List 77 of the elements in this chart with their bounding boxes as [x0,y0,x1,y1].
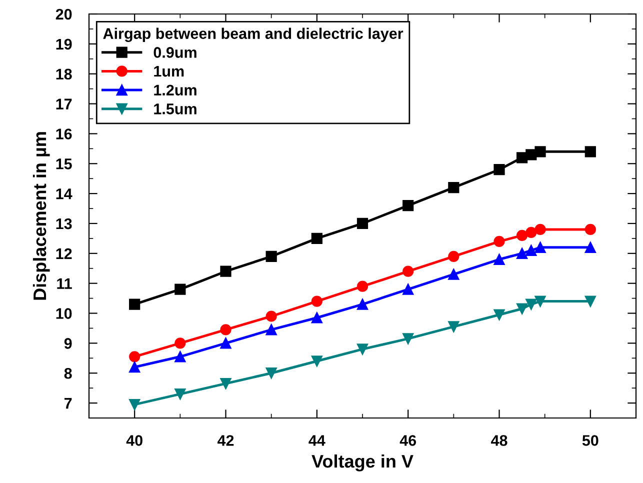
point [220,266,232,277]
point [311,296,322,307]
point [584,224,596,236]
point [356,298,368,310]
point [584,296,596,307]
point [266,250,277,262]
point [448,321,460,332]
point [356,344,368,355]
point [534,146,546,158]
point [584,242,596,253]
point [174,388,186,400]
point [516,303,528,314]
y-tick-label: 12 [56,248,72,259]
y-axis-title: Displacement in µm [32,132,50,300]
y-tick-label: 19 [56,38,72,50]
point [129,298,140,310]
y-tick-label: 20 [56,8,72,20]
y-tick-label: 7 [64,398,72,409]
point [494,254,505,265]
point [356,280,368,292]
point [534,242,546,253]
point [174,351,186,362]
y-tick-label: 16 [56,128,72,140]
point [356,218,368,230]
y-tick-label: 17 [56,98,72,110]
legend-label: 1um [154,66,184,77]
point [526,226,537,238]
legend-label: 1.2um [154,84,196,96]
point [402,284,414,295]
y-tick-label: 14 [56,188,72,200]
point [448,250,460,262]
point [311,356,322,367]
point [402,200,414,212]
y-tick-label: 11 [57,278,72,289]
point [220,378,232,390]
y-tick-label: 9 [64,338,72,349]
point [402,333,414,344]
x-tick-label: 48 [490,435,508,446]
y-tick-label: 10 [56,308,72,319]
point [174,338,186,349]
point [129,362,140,373]
y-tick-label: 15 [56,158,72,170]
point [494,236,505,247]
point [494,309,505,320]
x-tick-label: 46 [400,435,416,446]
legend-title: Airgap between beam and dielectric layer [103,28,404,42]
y-tick-label: 8 [64,368,72,379]
point [174,284,186,295]
point [129,398,140,410]
point [266,368,277,379]
point [220,338,232,349]
point [220,324,232,336]
point [534,224,546,236]
point [494,164,505,176]
x-tick-label: 42 [217,435,234,446]
x-tick-label: 44 [308,435,326,446]
point [584,146,596,158]
y-tick-label: 13 [56,218,72,230]
point [526,298,537,310]
point [311,312,322,324]
point [516,230,528,242]
legend-label: 0.9um [154,47,196,58]
x-axis-title: Voltage in V [312,454,414,472]
point [129,351,140,362]
point [266,324,277,336]
y-tick-label: 18 [56,68,72,80]
point [266,310,277,322]
point [516,248,528,259]
point [311,232,322,244]
point [402,266,414,277]
legend-label: 1.5um [154,104,196,114]
point [448,268,460,280]
x-tick-label: 50 [582,435,598,446]
x-tick-label: 40 [126,435,142,446]
point [448,182,460,194]
point [534,296,546,307]
point [526,244,537,256]
